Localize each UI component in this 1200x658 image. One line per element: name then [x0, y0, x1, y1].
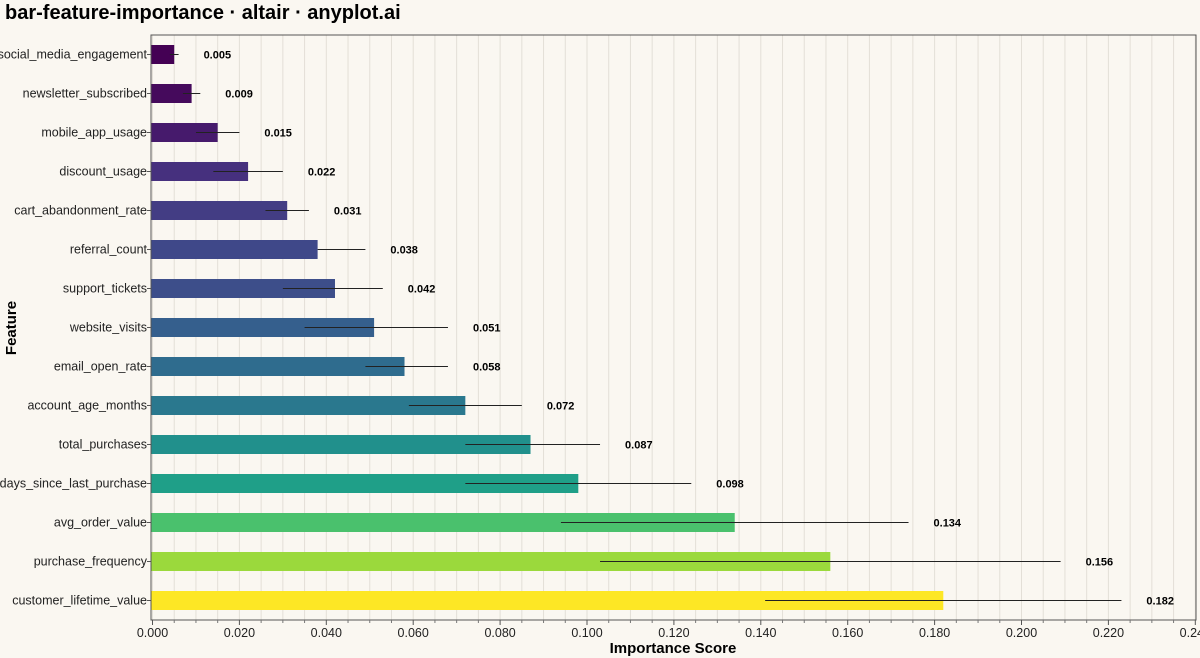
- y-tick-label: customer_lifetime_value: [12, 594, 147, 608]
- bar: [151, 45, 175, 64]
- x-tick-label: 0.120: [658, 626, 689, 640]
- bar: [151, 591, 944, 610]
- bar: [151, 318, 375, 337]
- x-tick-label: 0.140: [745, 626, 776, 640]
- y-axis-labels: social_media_engagement newsletter_subscr…: [0, 48, 151, 608]
- bar: [151, 513, 735, 532]
- value-label: 0.156: [1086, 557, 1114, 569]
- y-tick-label: referral_count: [70, 243, 148, 257]
- x-tick-label: 0.200: [1006, 626, 1037, 640]
- bar: [151, 162, 249, 181]
- y-tick-label: newsletter_subscribed: [23, 87, 147, 101]
- error-bars: [169, 54, 1122, 601]
- x-axis-title: Importance Score: [610, 640, 737, 657]
- y-tick-label: days_since_last_purchase: [0, 477, 147, 491]
- value-label: 0.042: [408, 284, 436, 296]
- x-tick-label: 0.000: [137, 626, 168, 640]
- bar: [151, 123, 218, 142]
- bar: [151, 396, 466, 415]
- x-tick-label: 0.060: [398, 626, 429, 640]
- x-axis: 0.000 0.020 0.040 0.060 0.080 0.100 0.120 0.140…: [137, 620, 1200, 640]
- bar: [151, 435, 531, 454]
- y-tick-label: support_tickets: [63, 282, 147, 296]
- value-label: 0.031: [334, 206, 362, 218]
- value-label: 0.038: [390, 245, 418, 257]
- y-tick-label: mobile_app_usage: [41, 126, 147, 140]
- bar: [151, 84, 192, 103]
- y-tick-label: account_age_months: [27, 399, 147, 413]
- value-label: 0.005: [204, 50, 232, 62]
- bar: [151, 552, 831, 571]
- value-label: 0.009: [225, 89, 253, 101]
- chart-title: bar-feature-importance · altair · anyplo…: [5, 2, 401, 24]
- x-tick-label: 0.160: [832, 626, 863, 640]
- value-label: 0.022: [308, 167, 336, 179]
- bar: [151, 201, 288, 220]
- bar: [151, 357, 405, 376]
- bar: [151, 279, 335, 298]
- x-tick-label: 0.180: [919, 626, 950, 640]
- x-tick-label: 0.240: [1180, 626, 1200, 640]
- x-tick-label: 0.100: [571, 626, 602, 640]
- value-label: 0.182: [1146, 596, 1174, 608]
- x-tick-label: 0.220: [1093, 626, 1124, 640]
- value-label: 0.098: [716, 479, 744, 491]
- value-label: 0.015: [264, 128, 292, 140]
- x-tick-label: 0.040: [311, 626, 342, 640]
- value-labels: 0.005 0.009 0.015 0.022 0.031 0.038 0.042 0.051…: [204, 50, 1174, 608]
- value-label: 0.087: [625, 440, 653, 452]
- y-tick-label: website_visits: [69, 321, 147, 335]
- y-tick-label: discount_usage: [59, 165, 147, 179]
- y-tick-label: purchase_frequency: [34, 555, 148, 569]
- bar: [151, 474, 579, 493]
- value-label: 0.134: [934, 518, 962, 530]
- y-tick-label: total_purchases: [59, 438, 147, 452]
- value-label: 0.051: [473, 323, 501, 335]
- x-tick-label: 0.080: [484, 626, 515, 640]
- y-tick-label: avg_order_value: [54, 516, 147, 530]
- bars: [151, 45, 944, 610]
- y-tick-label: cart_abandonment_rate: [14, 204, 147, 218]
- y-tick-label: social_media_engagement: [0, 48, 148, 62]
- y-tick-label: email_open_rate: [54, 360, 147, 374]
- value-label: 0.072: [547, 401, 575, 413]
- bar: [151, 240, 318, 259]
- value-label: 0.058: [473, 362, 501, 374]
- y-axis-title: Feature: [3, 301, 20, 355]
- x-tick-label: 0.020: [224, 626, 255, 640]
